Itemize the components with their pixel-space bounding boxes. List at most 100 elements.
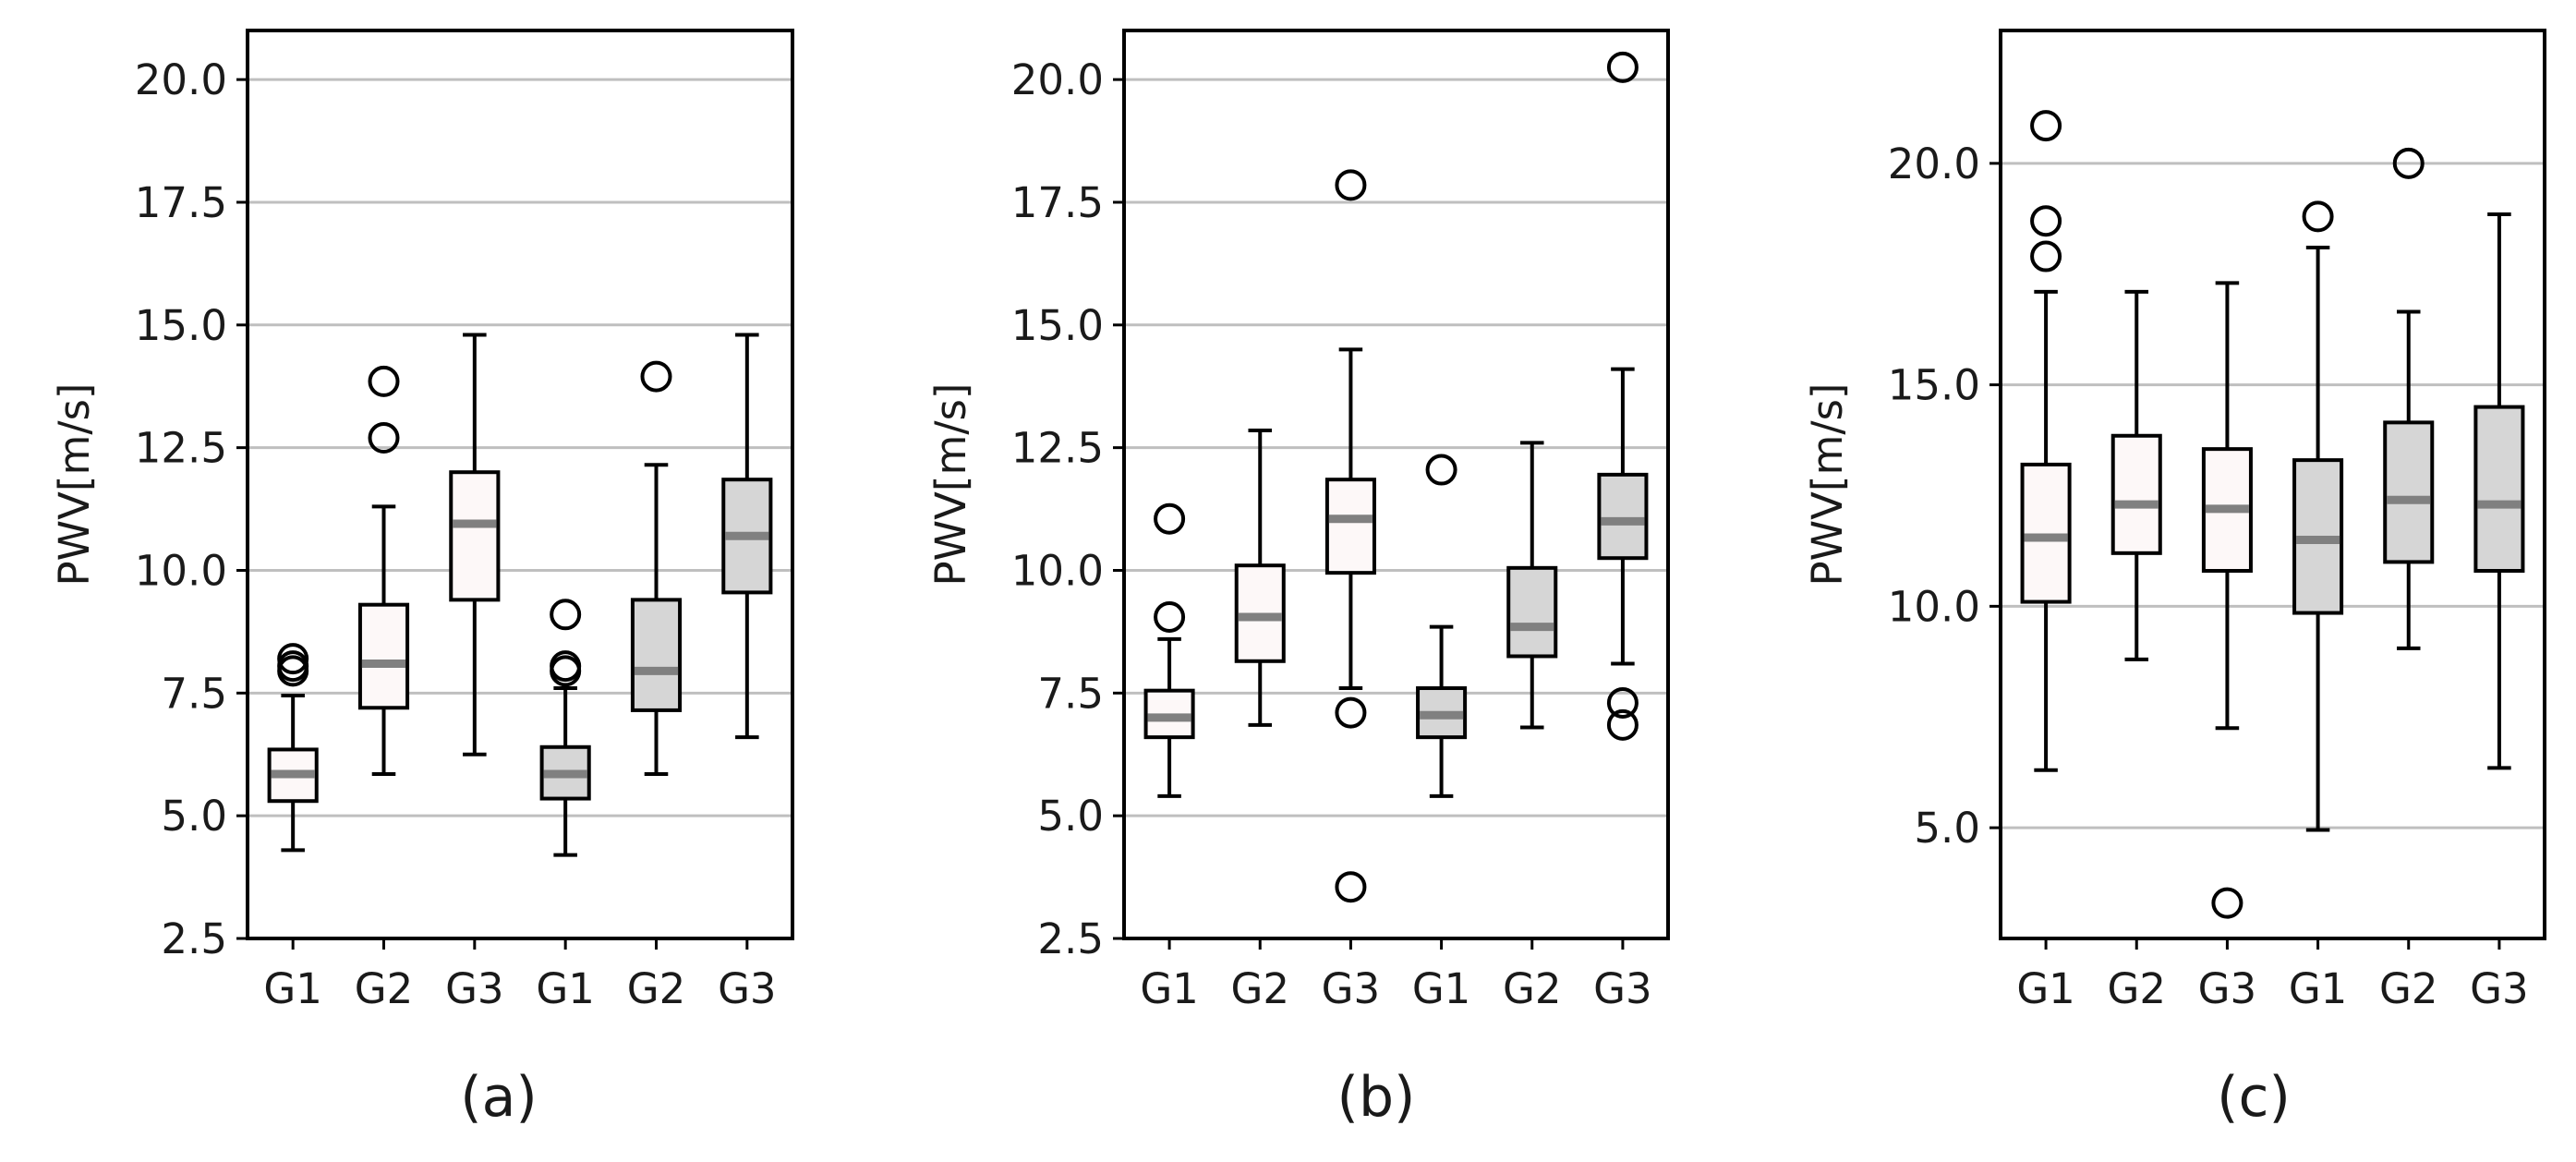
y-tick-label: 15.0 (1888, 361, 1980, 410)
outlier-point (2211, 887, 2243, 919)
x-tick-label: G2 (2107, 964, 2166, 1013)
iqr-box (1597, 472, 1649, 561)
box-2 (2110, 289, 2162, 661)
y-axis-label: PWV[m/s] (1803, 383, 1852, 587)
outlier-point (1335, 169, 1367, 201)
box-6 (1597, 51, 1649, 741)
box-6 (2473, 212, 2525, 770)
x-tick-label: G2 (1230, 964, 1289, 1013)
iqr-box (2020, 462, 2072, 604)
y-tick-label: 12.5 (1011, 424, 1104, 473)
outlier-point (550, 650, 582, 683)
plot-frame (1122, 29, 1670, 940)
y-tick-label: 2.5 (1037, 914, 1104, 963)
y-tick-label: 17.5 (135, 178, 227, 227)
box-5 (630, 360, 683, 776)
y-tick-label: 17.5 (1011, 178, 1104, 227)
box-2 (357, 365, 410, 776)
outlier-point (368, 365, 400, 397)
box-6 (721, 333, 773, 740)
box-3 (2201, 281, 2253, 919)
box-1 (2020, 110, 2072, 772)
x-tick-label: G1 (1140, 964, 1199, 1013)
outlier-point (368, 422, 400, 454)
outlier-point (550, 599, 582, 631)
x-tick-label: G3 (1593, 964, 1652, 1013)
outlier-point (1154, 502, 1186, 535)
x-tick-label: G2 (627, 964, 686, 1013)
y-tick-label: 7.5 (1037, 669, 1104, 718)
y-tick-label: 15.0 (135, 301, 227, 350)
chart-panel-2: 2.5 5.0 7.5 10.0 12.5 15.0 17.5 20.0 PWV[m/s] G1 G… (926, 29, 1670, 1130)
x-tick-label: G2 (355, 964, 414, 1013)
x-tick-label: G3 (2470, 964, 2529, 1013)
y-tick-label: 7.5 (161, 669, 227, 718)
outlier-point (1335, 871, 1367, 903)
x-tick-label: G3 (1322, 964, 1381, 1013)
outlier-point (640, 360, 672, 393)
x-tick-label: G1 (2016, 964, 2075, 1013)
y-tick-label: 2.5 (161, 914, 227, 963)
box-4 (2292, 200, 2344, 832)
outlier-point (1606, 51, 1639, 83)
y-tick-label: 5.0 (161, 792, 227, 841)
x-tick-label: G1 (536, 964, 595, 1013)
y-tick-label: 5.0 (1914, 804, 1980, 853)
x-tick-label: G1 (2289, 964, 2348, 1013)
x-tick-label: G3 (445, 964, 504, 1013)
chart-panel-1: 2.5 5.0 7.5 10.0 12.5 15.0 17.5 20.0 PWV[m/s] G1 G… (50, 29, 794, 1130)
y-tick-label: 20.0 (135, 55, 227, 104)
iqr-box (1324, 478, 1376, 575)
iqr-box (357, 602, 410, 710)
outlier-point (1606, 708, 1639, 741)
panel-caption: (b) (1337, 1065, 1416, 1130)
y-axis-label: PWV[m/s] (926, 383, 975, 587)
iqr-box (2473, 405, 2525, 574)
outlier-point (1335, 696, 1367, 729)
box-1 (267, 643, 319, 853)
outlier-point (2302, 200, 2334, 233)
x-tick-label: G3 (2198, 964, 2257, 1013)
y-tick-label: 10.0 (1888, 582, 1980, 631)
x-tick-label: G1 (263, 964, 322, 1013)
box-1 (1143, 502, 1195, 798)
iqr-box (2110, 433, 2162, 555)
iqr-box (1506, 565, 1558, 659)
plot-frame (246, 29, 794, 940)
outlier-point (1425, 454, 1457, 486)
x-tick-label: G2 (1503, 964, 1562, 1013)
box-5 (2383, 147, 2435, 650)
y-axis-label: PWV[m/s] (50, 383, 99, 587)
panel-caption: (c) (2217, 1065, 2291, 1130)
iqr-box (2383, 420, 2435, 564)
y-tick-label: 5.0 (1037, 792, 1104, 841)
y-tick-label: 12.5 (135, 424, 227, 473)
box-3 (449, 333, 501, 757)
outlier-point (2392, 147, 2425, 179)
outlier-point (2030, 240, 2062, 272)
outlier-point (1154, 600, 1186, 633)
plot-frame (1999, 29, 2546, 940)
box-5 (1506, 441, 1558, 730)
outlier-point (1606, 686, 1639, 719)
outlier-point (277, 643, 309, 675)
y-tick-label: 20.0 (1888, 139, 1980, 188)
iqr-box (630, 598, 683, 712)
outlier-point (2030, 110, 2062, 142)
y-tick-label: 20.0 (1011, 55, 1104, 104)
panel-caption: (a) (460, 1065, 538, 1130)
iqr-box (449, 470, 501, 602)
x-tick-label: G1 (1412, 964, 1471, 1013)
box-3 (1324, 169, 1376, 903)
x-tick-label: G3 (718, 964, 777, 1013)
y-tick-label: 10.0 (1011, 546, 1104, 595)
y-tick-label: 15.0 (1011, 301, 1104, 350)
box-2 (1234, 429, 1286, 727)
chart-panel-3: 5.0 10.0 15.0 20.0 PWV[m/s] G1 G2 G3 G1 G2 G3 (c) (1803, 29, 2546, 1130)
x-tick-label: G2 (2379, 964, 2438, 1013)
y-tick-label: 10.0 (135, 546, 227, 595)
box-4 (1416, 454, 1468, 798)
box-4 (539, 599, 591, 857)
outlier-point (2030, 205, 2062, 237)
